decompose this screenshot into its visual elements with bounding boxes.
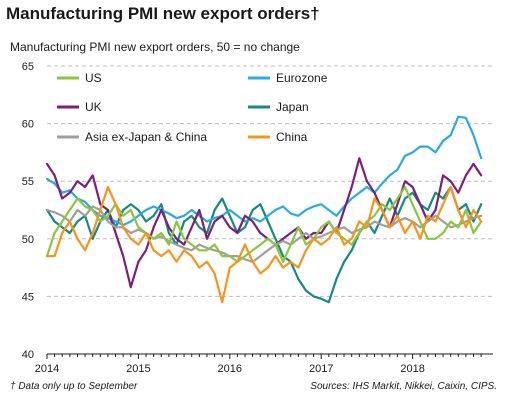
legend-backdrop (54, 71, 217, 88)
series-lines (45, 115, 483, 304)
legend-backdrop (245, 130, 408, 147)
legend-backdrop (54, 130, 217, 147)
chart-subtitle: Manufacturing PMI new export orders, 50 … (10, 40, 300, 54)
series-line-china (45, 185, 483, 304)
y-tick-label: 50 (22, 234, 34, 246)
y-tick-label: 40 (22, 349, 34, 361)
footnote: † Data only up to September (10, 381, 138, 392)
legend-backdrop (245, 71, 408, 88)
legend-label: Japan (276, 100, 309, 114)
legend: US Eurozone UK Japan Asia ex-Japan & China Ch… (54, 71, 408, 147)
series-line-uk (45, 157, 483, 289)
y-tick-label: 55 (22, 176, 34, 188)
y-tick-label: 60 (22, 119, 34, 131)
x-tick-label: 2017 (309, 363, 333, 375)
grid-lines (47, 65, 493, 297)
x-tick-label: 2018 (400, 363, 424, 375)
x-tick-label: 2016 (218, 363, 242, 375)
series-line-japan (45, 185, 483, 304)
series-line-us (45, 185, 483, 263)
series-line-eurozone (45, 115, 483, 227)
legend-label: Asia ex-Japan & China (85, 130, 207, 144)
legend-label: China (276, 130, 308, 144)
series-line-asia-ex-japan-china (45, 205, 483, 263)
x-tick-label: 2014 (35, 363, 59, 375)
y-tick-label: 65 (22, 61, 34, 73)
legend-backdrop (54, 100, 217, 117)
axes: 40 45 50 55 60 65 2014 2015 2016 2017 2018 (22, 61, 493, 375)
source-note: Sources: IHS Markit, Nikkei, Caixin, CIP… (310, 381, 497, 392)
x-tick-label: 2015 (126, 363, 150, 375)
legend-backdrop (245, 100, 408, 117)
chart-title: Manufacturing PMI new export orders† (6, 4, 320, 23)
y-tick-label: 45 (22, 291, 34, 303)
legend-label: UK (85, 100, 102, 114)
legend-label: US (85, 71, 102, 85)
legend-label: Eurozone (276, 71, 328, 85)
